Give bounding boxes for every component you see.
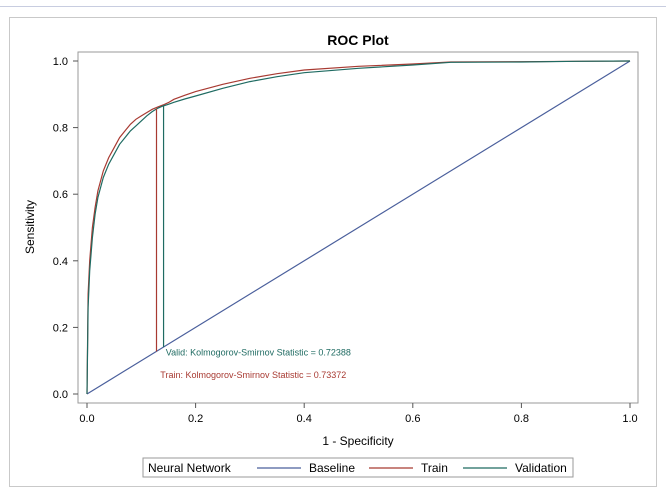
y-tick-label-4: 0.8	[53, 123, 68, 135]
y-tick-label-2: 0.4	[53, 256, 68, 268]
y-axis: 0.0 0.2 0.4 0.6 0.8 1.0	[53, 56, 78, 401]
y-axis-label: Sensitivity	[23, 200, 37, 254]
ks-markers	[155, 106, 165, 352]
y-tick-label-3: 0.6	[53, 189, 68, 201]
annotation-1: Train: Kolmogorov-Smirnov Statistic = 0.…	[160, 370, 346, 380]
x-axis-label: 1 - Specificity	[322, 434, 393, 448]
legend: Neural Network Baseline Train Validation	[142, 457, 574, 478]
top-divider	[0, 6, 666, 7]
x-tick-label-1: 0.2	[188, 413, 203, 425]
series-validation-line	[86, 60, 631, 395]
x-tick-label-5: 1.0	[622, 413, 637, 425]
y-tick-label-1: 0.2	[53, 322, 68, 334]
x-tick-label-4: 0.8	[514, 413, 529, 425]
y-tick-label-5: 1.0	[53, 56, 68, 68]
annotations: Valid: Kolmogorov-Smirnov Statistic = 0.…	[160, 348, 351, 380]
series-layer	[86, 60, 631, 395]
legend-title: Neural Network	[148, 461, 232, 475]
chart-title: ROC Plot	[327, 32, 389, 48]
y-tick-label-0: 0.0	[53, 389, 68, 401]
x-axis: 0.0 0.2 0.4 0.6 0.8 1.0	[79, 403, 638, 425]
x-tick-label-3: 0.6	[405, 413, 420, 425]
x-tick-label-2: 0.4	[297, 413, 312, 425]
annotation-0: Valid: Kolmogorov-Smirnov Statistic = 0.…	[166, 348, 351, 358]
legend-label-validation: Validation	[515, 461, 567, 475]
legend-box	[142, 457, 574, 478]
series-baseline-line	[86, 60, 631, 395]
legend-label-train: Train	[421, 461, 448, 475]
series-train-line	[86, 60, 631, 395]
legend-label-baseline: Baseline	[309, 461, 355, 475]
x-tick-label-0: 0.0	[79, 413, 94, 425]
